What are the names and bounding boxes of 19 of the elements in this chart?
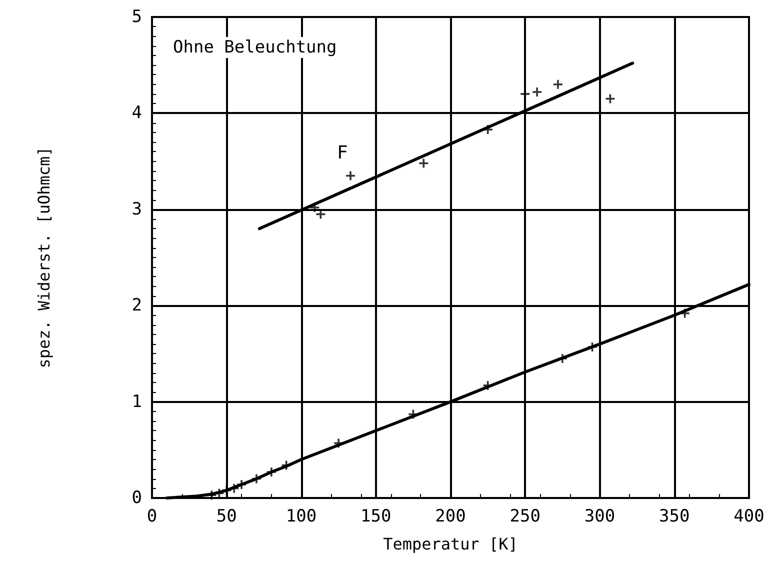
annotation: F bbox=[337, 142, 348, 164]
x-tick-label: 250 bbox=[510, 506, 540, 526]
y-tick-label: 3 bbox=[132, 199, 142, 220]
y-tick-label: 1 bbox=[132, 392, 142, 412]
y-tick-label: 5 bbox=[132, 7, 142, 27]
x-tick-label: 150 bbox=[360, 506, 392, 526]
x-tick-label: 300 bbox=[584, 506, 616, 526]
x-tick-label: 400 bbox=[734, 506, 764, 526]
y-axis-title: spez. Widerst. [uOhmcm] bbox=[34, 146, 54, 368]
y-tick-label: 0 bbox=[132, 488, 142, 508]
x-tick-label: 50 bbox=[216, 506, 237, 526]
x-tick-label: 0 bbox=[146, 506, 158, 526]
x-tick-label: 100 bbox=[286, 506, 317, 526]
x-tick-label: 200 bbox=[435, 506, 466, 526]
annotation: Ohne Beleuchtung bbox=[173, 38, 337, 58]
x-axis-title: Temperatur [K] bbox=[383, 534, 518, 554]
y-tick-label: 2 bbox=[132, 296, 142, 316]
x-tick-label: 350 bbox=[659, 506, 690, 526]
y-tick-label: 4 bbox=[132, 103, 142, 124]
